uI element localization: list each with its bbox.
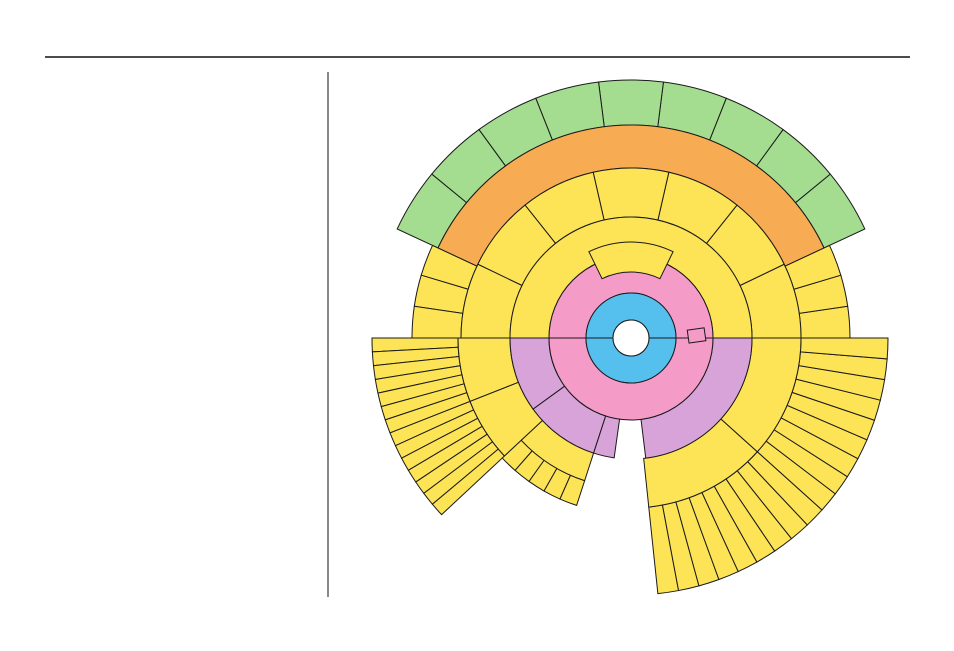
- sunburst-segment: [588, 241, 674, 280]
- sunburst: [371, 79, 889, 595]
- small-segment: [686, 327, 707, 344]
- sunburst-segment: [598, 79, 664, 128]
- sunburst-segment: [592, 167, 670, 221]
- center-hole: [612, 319, 650, 357]
